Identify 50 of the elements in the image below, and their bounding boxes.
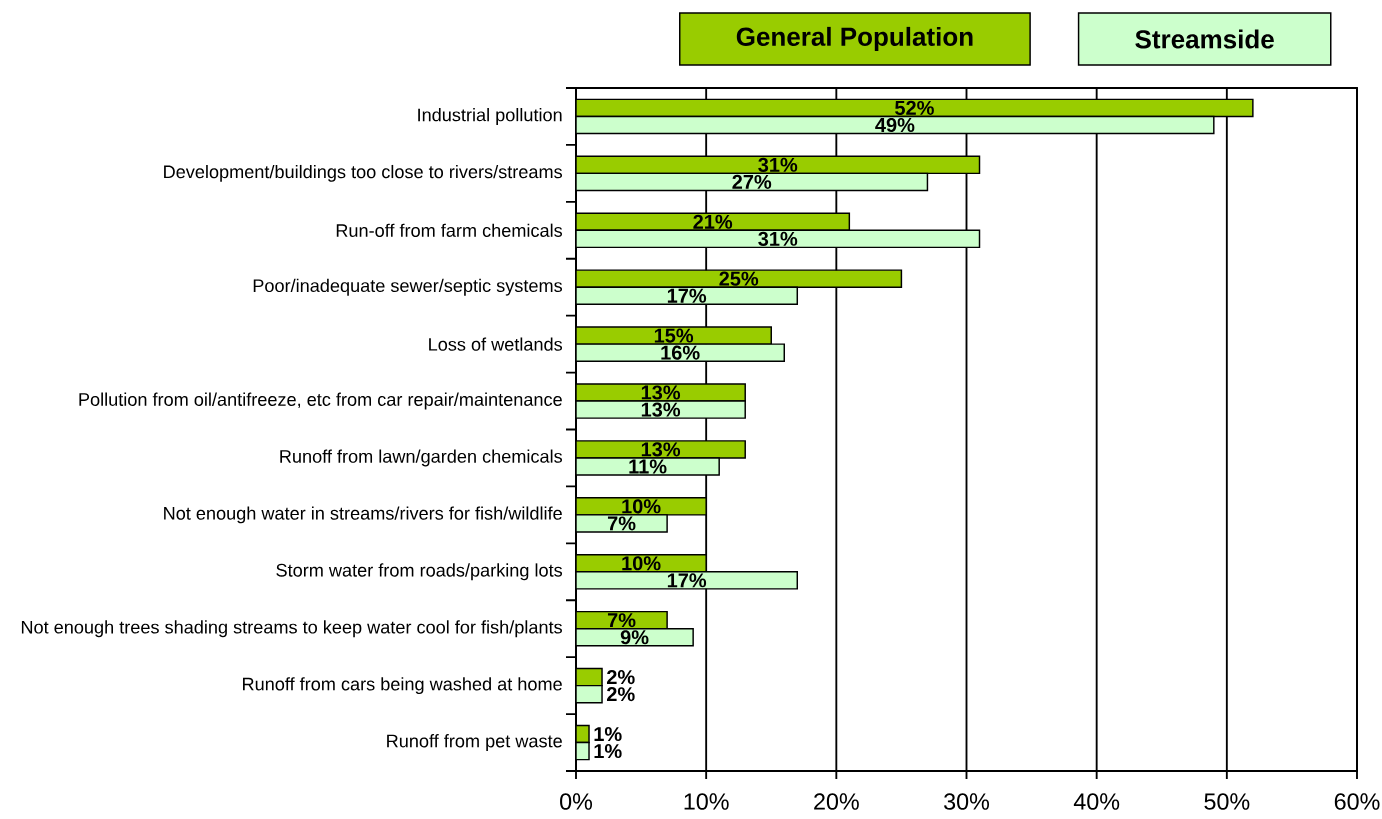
y-tick-label: Industrial pollution bbox=[418, 108, 562, 125]
y-tick-label: Storm water from roads/parking lots bbox=[276, 563, 563, 581]
x-tick-label: 60% bbox=[1334, 793, 1380, 810]
data-label: 1% bbox=[594, 726, 622, 742]
data-label: 1% bbox=[594, 744, 622, 759]
y-tick-label: Pollution from oil/antifreeze, etc from car repair/maintenance bbox=[79, 392, 562, 410]
bar bbox=[576, 115, 1215, 135]
x-tick-label: 30% bbox=[944, 793, 990, 810]
data-label: 13% bbox=[641, 402, 681, 417]
data-label: 13% bbox=[641, 385, 681, 400]
data-label: 25% bbox=[719, 271, 759, 286]
x-tick-label: 20% bbox=[814, 793, 859, 810]
data-label: 10% bbox=[622, 556, 661, 571]
bar bbox=[576, 172, 929, 192]
data-label: 9% bbox=[620, 630, 649, 645]
y-tick-label: Poor/inadequate sewer/septic systems bbox=[253, 278, 563, 296]
y-tick-label: Runoff from pet waste bbox=[387, 734, 562, 751]
data-label: 10% bbox=[622, 499, 661, 514]
data-label: 11% bbox=[629, 459, 667, 474]
data-label: 31% bbox=[758, 157, 798, 172]
data-label: 13% bbox=[641, 442, 681, 457]
y-tick-label: Loss of wetlands bbox=[429, 337, 563, 351]
y-tick-label: Not enough trees shading streams to keep water cool for fish/plants bbox=[21, 620, 562, 638]
y-tick-label: Development/buildings too close to rivers/streams bbox=[164, 164, 563, 182]
bar bbox=[576, 229, 981, 249]
y-tick-label: Not enough water in streams/rivers for fish/wildlife bbox=[164, 506, 562, 524]
x-tick-label: 0% bbox=[560, 793, 593, 810]
x-tick-label: 40% bbox=[1073, 793, 1120, 810]
bar bbox=[576, 155, 981, 175]
data-label: 2% bbox=[606, 670, 635, 685]
series-label: General Population bbox=[736, 26, 973, 52]
x-tick-label: 10% bbox=[684, 793, 729, 810]
data-label: 7% bbox=[607, 516, 636, 531]
data-label: 21% bbox=[693, 214, 733, 229]
data-label: 49% bbox=[875, 117, 915, 133]
y-tick-label: Runoff from lawn/garden chemicals bbox=[280, 449, 563, 467]
data-label: 17% bbox=[667, 288, 707, 303]
data-label: 31% bbox=[758, 231, 798, 246]
data-label: 15% bbox=[654, 328, 694, 343]
data-label: 2% bbox=[606, 687, 635, 702]
data-label: 52% bbox=[895, 100, 934, 115]
data-label: 17% bbox=[667, 573, 707, 588]
bar bbox=[576, 98, 1254, 118]
data-label: 7% bbox=[607, 613, 636, 628]
data-label: 16% bbox=[661, 345, 700, 360]
data-label: 27% bbox=[732, 174, 772, 189]
y-tick-label: Runoff from cars being washed at home bbox=[243, 677, 562, 695]
text: Streamside bbox=[1135, 29, 1274, 49]
y-tick-label: Run-off from farm chemicals bbox=[336, 223, 563, 237]
x-tick-label: 50% bbox=[1204, 793, 1250, 810]
